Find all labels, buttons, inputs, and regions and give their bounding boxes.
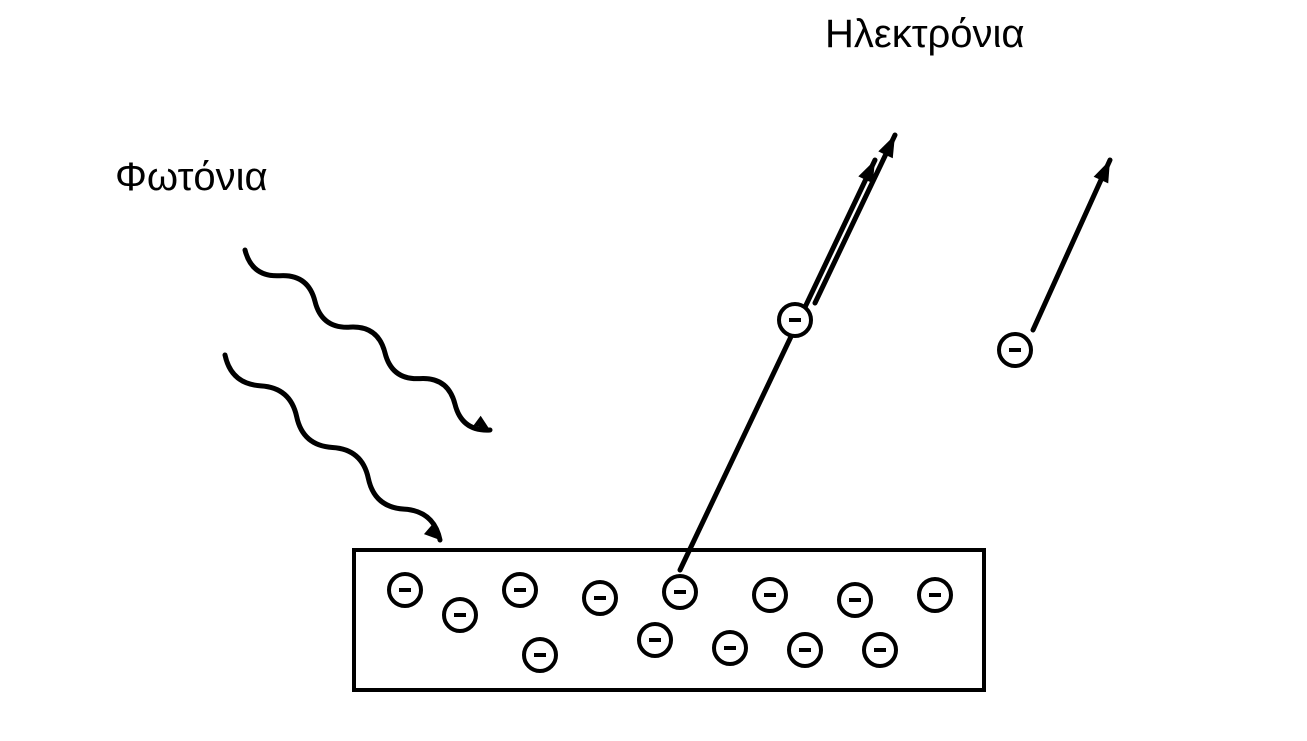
extra-arrow-0 [815, 135, 895, 303]
metal-electron-1 [444, 599, 476, 631]
ejected-electron-0 [779, 304, 811, 336]
ejected-arrow-1 [1033, 160, 1110, 330]
metal-electron-3 [524, 639, 556, 671]
metal-electron-6 [664, 576, 696, 608]
physics-diagram-svg [0, 0, 1307, 741]
metal-electron-12 [919, 579, 951, 611]
ejected-electron-1 [999, 334, 1031, 366]
photon-wave-1 [225, 355, 440, 540]
metal-electron-9 [789, 634, 821, 666]
photon-wave-0 [245, 250, 490, 430]
diagram-canvas: Φωτόνια Ηλεκτρόνια [0, 0, 1307, 741]
metal-electron-5 [639, 624, 671, 656]
metal-electron-2 [504, 574, 536, 606]
metal-electron-4 [584, 582, 616, 614]
metal-electron-8 [754, 579, 786, 611]
metal-electron-0 [389, 574, 421, 606]
metal-electron-11 [864, 634, 896, 666]
metal-electron-7 [714, 632, 746, 664]
ejected-arrow-0 [680, 160, 875, 570]
metal-electron-10 [839, 584, 871, 616]
